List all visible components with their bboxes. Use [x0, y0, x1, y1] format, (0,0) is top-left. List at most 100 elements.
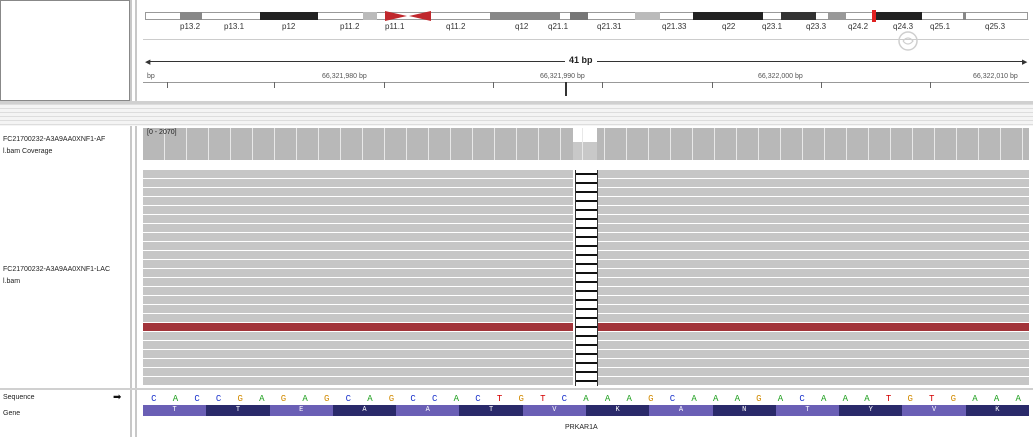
read[interactable]	[143, 305, 573, 313]
sequence-base: A	[993, 394, 1000, 404]
deletion-border-left	[575, 170, 576, 386]
band-label: q21.1	[548, 22, 569, 31]
deletion-line	[576, 290, 598, 292]
deletion-line	[576, 227, 598, 229]
read[interactable]	[143, 179, 573, 187]
deletion-line	[576, 371, 598, 373]
read[interactable]	[598, 350, 1029, 358]
read[interactable]	[143, 377, 573, 385]
read[interactable]	[598, 269, 1029, 277]
read[interactable]	[143, 296, 573, 304]
read[interactable]	[143, 260, 573, 268]
ruler-tick-label: 66,322,010 bp	[973, 73, 1018, 80]
read[interactable]	[143, 287, 573, 295]
read[interactable]	[143, 350, 573, 358]
alignment-track-name[interactable]: FC21700232-A3A9AA0XNF1-LAC l.bam	[3, 264, 110, 288]
name-panel-divider[interactable]	[130, 0, 132, 437]
chromosome-ideogram[interactable]	[145, 8, 1028, 30]
read[interactable]	[143, 233, 573, 241]
attribute-panel-divider[interactable]	[135, 0, 137, 437]
read[interactable]	[598, 242, 1029, 250]
deletion-line	[576, 362, 598, 364]
read[interactable]	[598, 179, 1029, 187]
read[interactable]	[143, 359, 573, 367]
ruler-top-line	[143, 39, 1029, 40]
band-label: q21.31	[597, 22, 622, 31]
sequence-base: T	[496, 394, 503, 404]
amino-acid: Y	[839, 405, 903, 416]
read[interactable]	[143, 206, 573, 214]
deletion-line	[576, 218, 598, 220]
amino-acid: A	[396, 405, 460, 416]
strand-arrow-icon[interactable]: ➡	[113, 392, 122, 403]
mismatch-read[interactable]	[598, 323, 1029, 331]
read[interactable]	[143, 368, 573, 376]
read[interactable]	[143, 278, 573, 286]
read[interactable]	[143, 197, 573, 205]
read[interactable]	[598, 377, 1029, 385]
sequence-base: C	[432, 394, 438, 404]
read[interactable]	[143, 332, 573, 340]
deletion-line	[576, 344, 598, 346]
read[interactable]	[143, 188, 573, 196]
amino-acid: K	[965, 405, 1029, 416]
sequence-base: A	[842, 394, 849, 404]
alignment-track-name-line1: FC21700232-A3A9AA0XNF1-LAC	[3, 266, 111, 273]
read[interactable]	[598, 170, 1029, 178]
deletion-line	[576, 263, 598, 265]
amino-acid: V	[522, 405, 586, 416]
watermark-logo-icon	[898, 31, 918, 51]
read[interactable]	[143, 242, 573, 250]
read[interactable]	[143, 170, 573, 178]
band-label: q25.3	[985, 22, 1006, 31]
band-label: q25.1	[930, 22, 951, 31]
ruler-span-label: 41 bp	[565, 55, 597, 65]
sequence-base: A	[367, 394, 373, 404]
read[interactable]	[143, 269, 573, 277]
read[interactable]	[598, 296, 1029, 304]
read[interactable]	[143, 341, 573, 349]
amino-acid: E	[269, 405, 333, 416]
sequence-base: A	[259, 394, 265, 404]
read[interactable]	[143, 251, 573, 259]
read[interactable]	[598, 188, 1029, 196]
sequence-base: C	[345, 394, 351, 404]
mismatch-read[interactable]	[143, 323, 573, 331]
deletion-line	[576, 182, 598, 184]
read[interactable]	[143, 314, 573, 322]
read[interactable]	[598, 215, 1029, 223]
read[interactable]	[598, 341, 1029, 349]
coverage-range-label: [0 - 2070]	[147, 129, 177, 136]
read[interactable]	[598, 206, 1029, 214]
read[interactable]	[598, 287, 1029, 295]
ruler-ticks	[143, 82, 1029, 96]
sequence-base: C	[669, 394, 676, 404]
centromere-icon	[385, 11, 431, 21]
sequence-base: G	[323, 394, 330, 404]
sequence-base: G	[648, 394, 654, 404]
sequence-base: A	[1015, 394, 1021, 404]
read[interactable]	[598, 368, 1029, 376]
read[interactable]	[598, 278, 1029, 286]
sequence-base: A	[583, 394, 589, 404]
band-label: p13.2	[180, 22, 201, 31]
read[interactable]	[598, 260, 1029, 268]
read[interactable]	[143, 224, 573, 232]
ruler-tick-label: bp	[147, 73, 155, 80]
coverage-track[interactable]	[143, 128, 1029, 160]
read[interactable]	[598, 233, 1029, 241]
amino-acid: T	[143, 405, 207, 416]
read[interactable]	[143, 215, 573, 223]
band-label: q21.33	[662, 22, 687, 31]
deletion-line	[576, 236, 598, 238]
read[interactable]	[598, 197, 1029, 205]
read[interactable]	[598, 332, 1029, 340]
band-label: p12	[282, 22, 296, 31]
coverage-track-name[interactable]: FC21700232-A3A9AA0XNF1-AF l.bam Coverage	[3, 134, 105, 158]
read[interactable]	[598, 224, 1029, 232]
read[interactable]	[598, 359, 1029, 367]
read[interactable]	[598, 314, 1029, 322]
read[interactable]	[598, 251, 1029, 259]
band-label: q23.1	[762, 22, 783, 31]
read[interactable]	[598, 305, 1029, 313]
